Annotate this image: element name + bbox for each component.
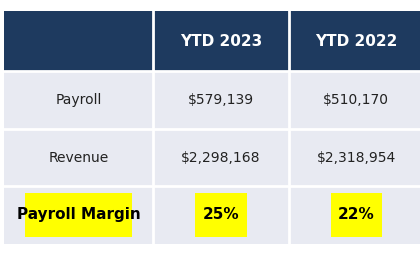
- Bar: [289, 129, 420, 186]
- Text: Payroll: Payroll: [55, 93, 102, 107]
- Text: YTD 2022: YTD 2022: [315, 34, 398, 49]
- Bar: [195, 193, 247, 237]
- Bar: [4, 11, 153, 71]
- Text: 25%: 25%: [202, 207, 239, 222]
- Text: 22%: 22%: [338, 207, 375, 222]
- Bar: [153, 71, 289, 129]
- Text: YTD 2023: YTD 2023: [180, 34, 262, 49]
- Bar: [4, 71, 153, 129]
- Bar: [289, 11, 420, 71]
- Text: $2,318,954: $2,318,954: [317, 151, 396, 165]
- Bar: [153, 129, 289, 186]
- Text: Payroll Margin: Payroll Margin: [17, 207, 141, 222]
- Bar: [4, 186, 153, 244]
- Text: $579,139: $579,139: [188, 93, 254, 107]
- Bar: [289, 186, 420, 244]
- Bar: [289, 71, 420, 129]
- Bar: [153, 186, 289, 244]
- Bar: [153, 11, 289, 71]
- Text: $510,170: $510,170: [323, 93, 389, 107]
- Bar: [331, 193, 382, 237]
- Bar: [4, 129, 153, 186]
- Bar: [25, 193, 132, 237]
- Text: Revenue: Revenue: [49, 151, 109, 165]
- Text: $2,298,168: $2,298,168: [181, 151, 261, 165]
